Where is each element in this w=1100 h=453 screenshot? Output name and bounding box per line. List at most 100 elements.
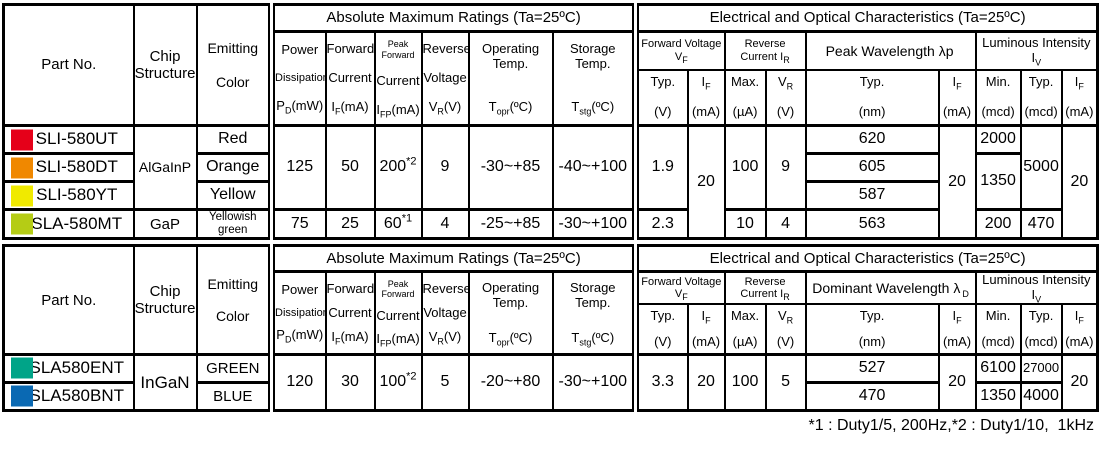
forward-current-header: Forward Current IF(mA) [324,270,376,356]
iv-if-header: IF (mA) [1060,68,1099,127]
cell-vf-if: 20 [686,123,726,240]
table-row-sli-580ut: SLI-580UT AlGaInP Red 125 50 200*2 9 -30… [2,123,1099,240]
color-swatch-blue [11,385,33,407]
cell-tstg: -30~+100 [551,207,637,240]
emitting-color-cell: GREEN [195,352,273,384]
ir-max-header: Max. (µA) [723,68,767,127]
storage-temp-header: Storage Temp. Tstg(ºC) [551,270,637,356]
cell-ir-vr: 4 [764,207,807,240]
table-row-sla580bnt: SLA580BNT BLUE 470 1350 4000 [2,380,1098,412]
emitting-color-cell: Red [195,124,273,155]
cell-topr: -25~+85 [467,207,554,240]
cell-vr: 4 [420,207,470,240]
if-symbol: IF(mA) [331,98,369,117]
wl-typ-header: Typ. (nm) [804,303,940,356]
reverse-current-group-header: Reverse Current IR [723,270,807,306]
cell-ifp: 200*2 [373,124,423,211]
cell-vr: 9 [420,124,470,211]
topr-symbol: Topr(ºC) [488,98,533,117]
color-swatch-red [11,129,33,150]
part-number-cell: SLA580BNT [2,380,135,412]
vf-typ-header: Typ. (V) [632,303,689,356]
iv-typ-header: Typ. (mcd) [1019,303,1063,356]
cell-iv-typ: 5000 [1019,124,1063,211]
eoc-title: Electrical and Optical Characteristics (… [632,3,1099,33]
iv-if-header: IF (mA) [1060,303,1099,356]
peak-forward-current-header: Peak Forward Current IFP(mA) [373,270,423,356]
footnote: *1 : Duty1/5, 200Hz,*2 : Duty1/10, 1kHz [808,416,1094,434]
pd-symbol: PD(mW) [276,97,324,116]
cell-iv-if: 20 [1060,123,1099,240]
pd-symbol: PD(mW) [276,327,324,346]
part-number-cell: SLI-580DT [2,152,135,183]
operating-temp-header: Operating Temp. Topr(ºC) [467,270,554,356]
cell-vr: 5 [420,352,470,412]
emitting-color-cell: BLUE [195,380,273,412]
header-row-groups: Power Dissipation PD(mW) Forward Current… [4,30,1099,127]
iv-typ-header: Typ. (mcd) [1019,68,1063,127]
ifp-symbol: IFP(mA) [376,331,420,350]
part-no-header: Part No. [2,3,135,127]
emitting-color-header: Emitting Color [195,244,273,356]
wl-if-header: IF (mA) [937,303,977,356]
header-row-groups: Power Dissipation PD(mW) Forward Current… [4,270,1099,356]
chip-structure-cell: GaP [132,207,198,240]
cell-wavelength: 470 [804,380,940,412]
cell-iv-typ: 27000 [1019,352,1063,384]
emitting-color-cell: Yellowish green [195,207,273,240]
header-row-subcolumns: Typ. (V) IF (mA) Max. (µA) VR (V) Typ. (nm) I… [4,68,1099,127]
header-row-titles: Part No. Chip Structure Emitting Color A… [2,3,1099,127]
cell-wavelength: 620 [804,124,940,155]
cell-if: 30 [324,352,376,412]
peak-forward-current-header: Peak Forward Current IFP(mA) [373,30,423,127]
cell-ir-max: 100 [723,352,767,412]
part-number-cell: SLI-580YT [2,180,135,211]
cell-ir-max: 100 [723,124,767,211]
part-number: SLI-580YT [36,185,118,205]
cell-vf-if: 20 [686,352,726,412]
cell-if: 25 [324,207,376,240]
cell-pd: 125 [268,124,327,211]
table-row-sli-580yt: SLI-580YT Yellow 587 [2,180,1098,211]
cell-pd: 120 [268,352,327,412]
cell-vf-typ: 3.3 [632,352,689,412]
header-row-titles: Part No. Chip Structure Emitting Color A… [2,244,1099,356]
cell-iv-min: 6100 [974,352,1022,384]
cell-wavelength: 587 [804,180,940,211]
cell-wl-if: 20 [937,352,977,412]
reverse-voltage-header: Reverse Voltage VR(V) [420,270,470,356]
iv-min-header: Min. (mcd) [974,68,1022,127]
cell-iv-if: 20 [1060,352,1099,412]
part-number-cell: SLA580ENT [2,352,135,384]
vf-if-header: IF (mA) [686,68,726,127]
if-symbol: IF(mA) [331,328,369,347]
cell-topr: -20~+80 [467,352,554,412]
color-swatch-yellow-green [11,213,33,235]
spec-table-bottom: Part No. Chip Structure Emitting Color A… [2,244,1100,412]
wl-if-header: IF (mA) [937,68,977,127]
emitting-color-cell: Yellow [195,180,273,211]
part-number: SLI-580DT [35,157,118,177]
eoc-title: Electrical and Optical Characteristics (… [632,244,1099,274]
cell-ir-vr: 9 [764,124,807,211]
part-number-cell: SLI-580UT [2,124,135,155]
power-dissipation-header: Power Dissipation PD(mW) [268,270,327,356]
cell-ifp: 60*1 [373,207,423,240]
tstg-symbol: Tstg(ºC) [571,329,615,348]
cell-vf-typ: 1.9 [632,124,689,211]
part-number: SLA-580MT [31,214,123,234]
part-number-cell: SLA-580MT [2,207,135,240]
forward-voltage-group-header: Forward Voltage VF [632,270,726,306]
luminous-intensity-group-header: Luminous Intensity IV [974,30,1099,71]
vr-symbol: VR(V) [428,328,462,347]
part-number: SLA580ENT [29,358,125,378]
cell-iv-typ: 4000 [1019,380,1063,412]
cell-wavelength: 605 [804,152,940,183]
forward-voltage-group-header: Forward Voltage VF [632,30,726,71]
vf-typ-header: Typ. (V) [632,68,689,127]
table-row-sli-580dt: SLI-580DT Orange 605 1350 [2,152,1098,211]
chip-structure-header: Chip Structure [132,3,198,127]
part-number: SLA580BNT [29,386,125,406]
table-row-sla-580mt: SLA-580MT GaP Yellowish green 75 25 60*1… [2,207,1098,240]
cell-iv-min: 1350 [974,380,1022,412]
